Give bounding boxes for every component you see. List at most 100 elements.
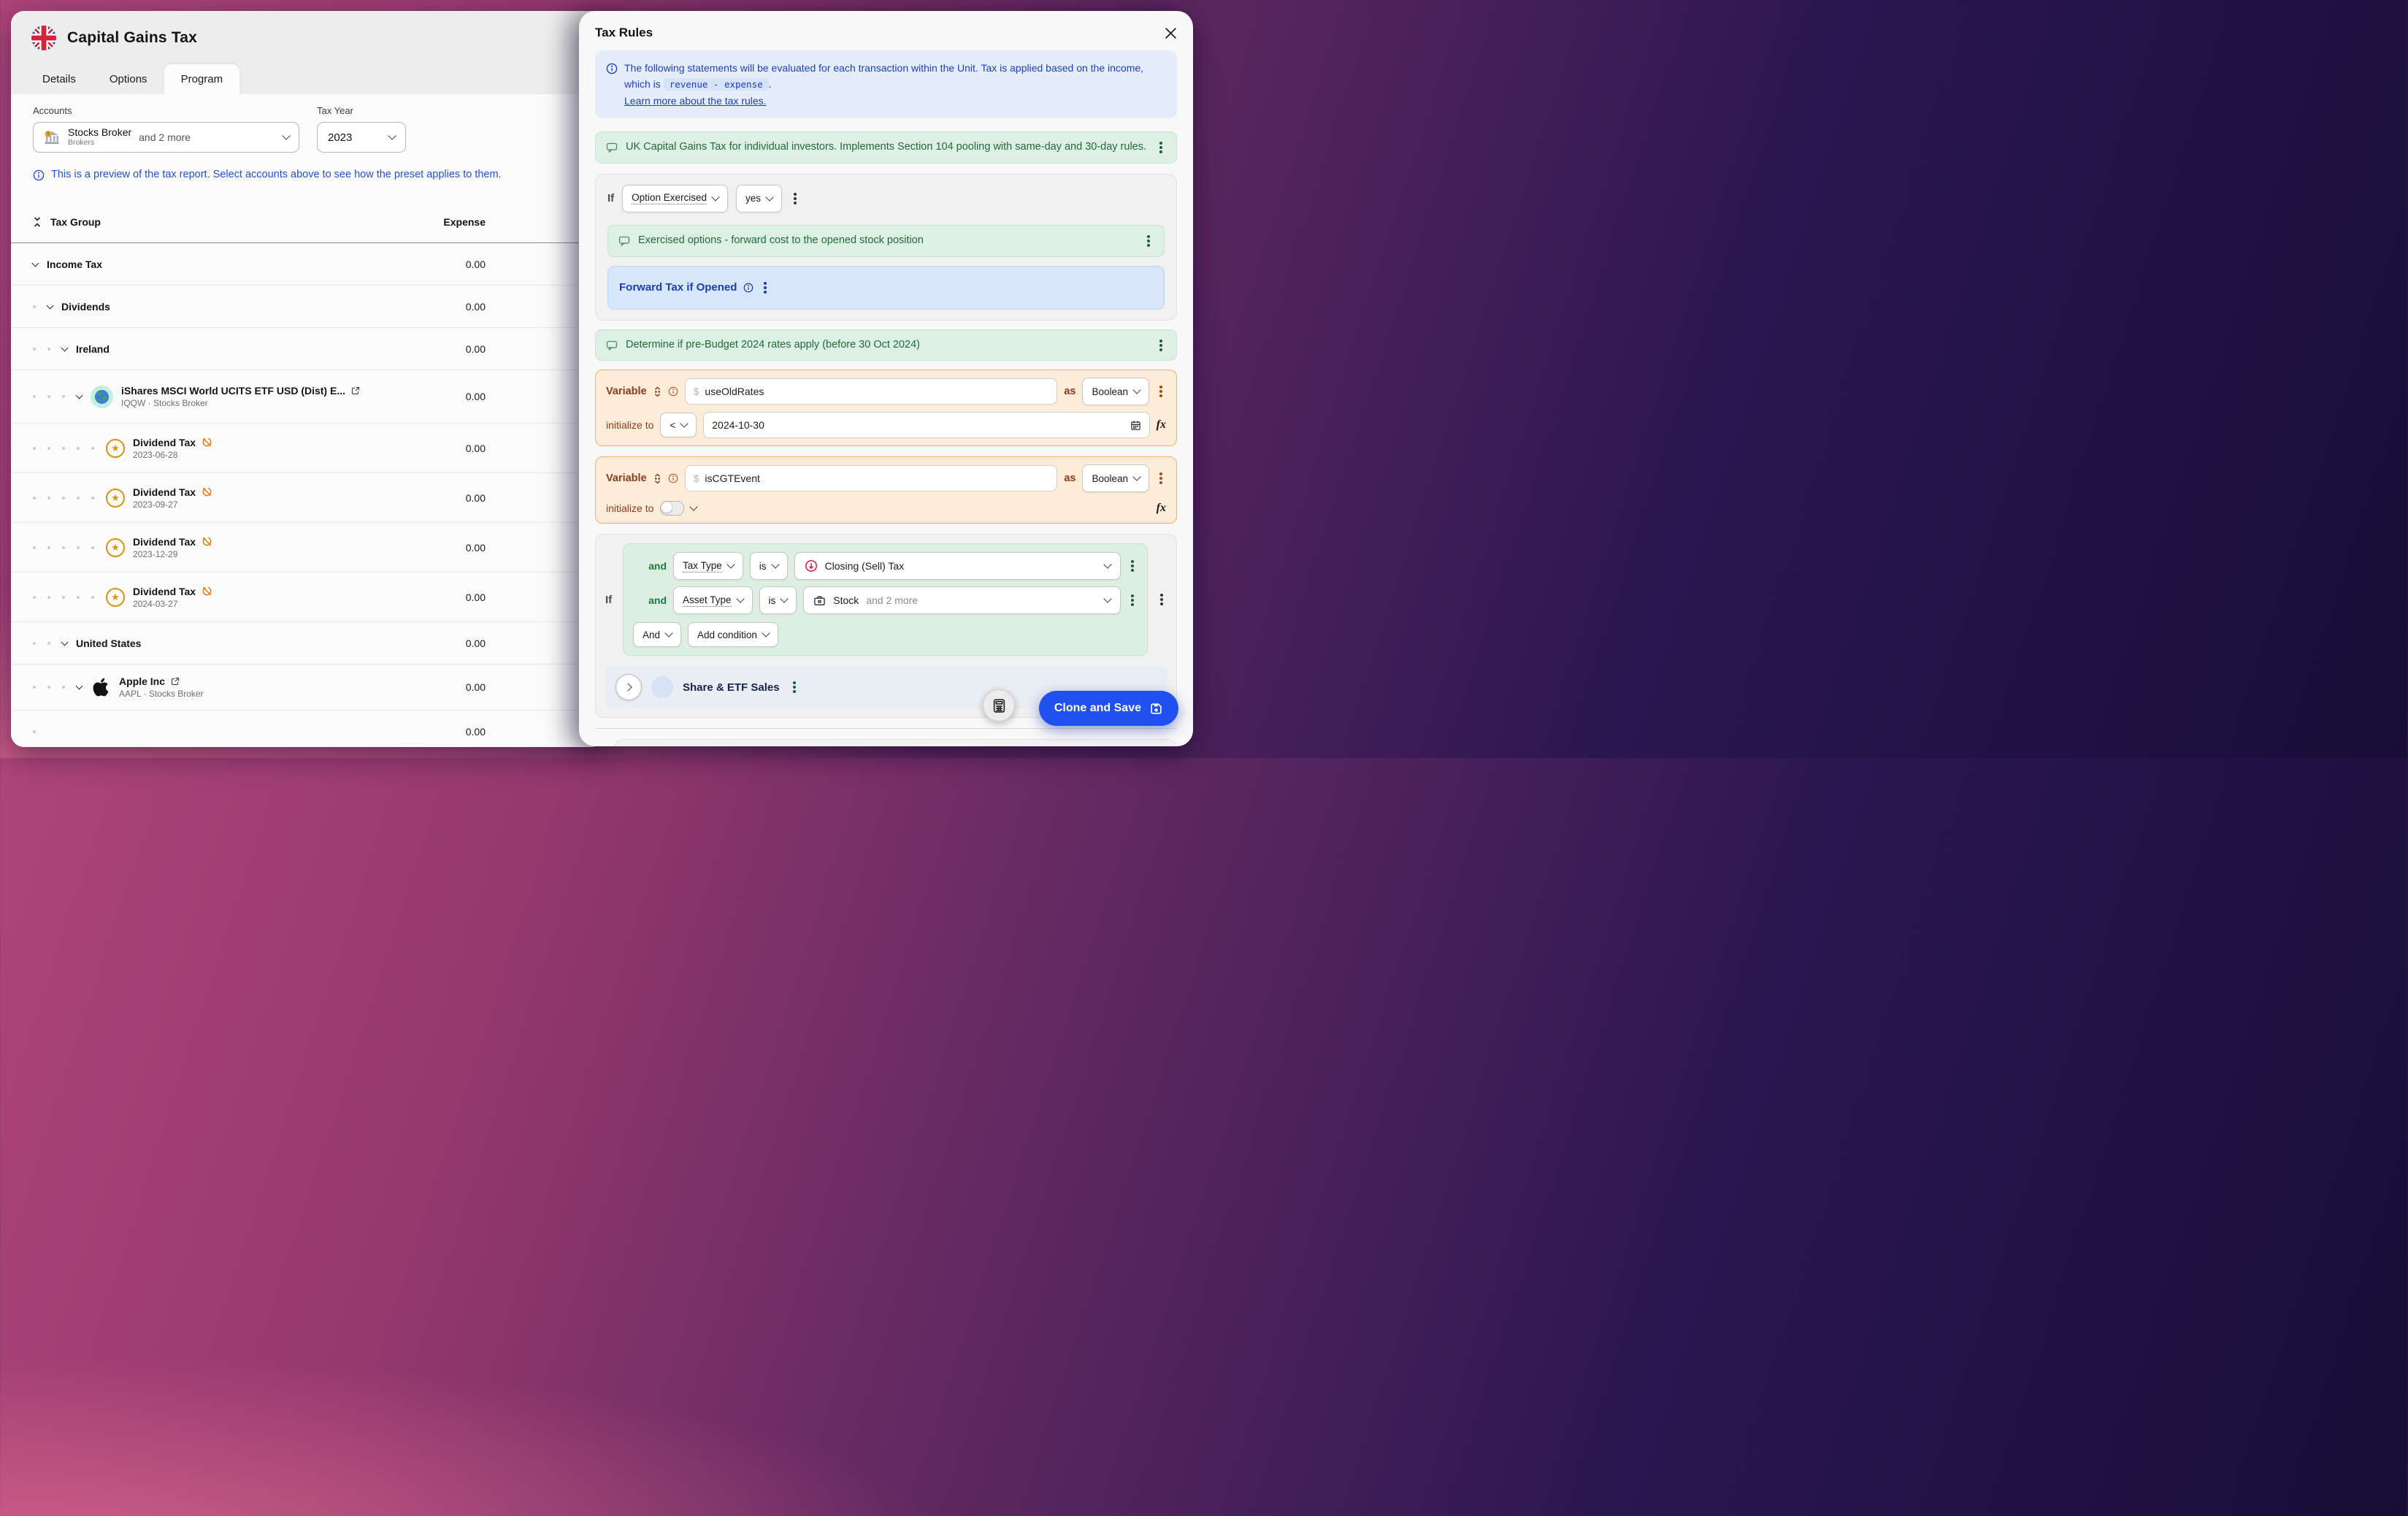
variable-name-input[interactable]: $ isCGTEvent: [684, 465, 1058, 492]
tab-bar: Details Options Program: [11, 62, 604, 94]
comment-icon: [618, 235, 630, 247]
page-title: Capital Gains Tax: [67, 29, 198, 46]
collapse-all-icon[interactable]: [33, 216, 42, 228]
if-label: If: [607, 192, 615, 205]
variable-block-useoldrates: Variable $ useOldRates as Boolean: [595, 370, 1177, 447]
column-tax-group[interactable]: Tax Group: [50, 216, 101, 228]
unlink-icon: [202, 586, 212, 597]
chevron-down-icon[interactable]: [31, 259, 39, 267]
chevron-down-icon: [664, 629, 673, 638]
add-condition-button[interactable]: Add condition: [688, 622, 778, 648]
external-link-icon[interactable]: [351, 386, 360, 395]
table-row-apple[interactable]: Apple Inc AAPL · Stocks Broker 0.00: [11, 665, 604, 711]
table-row-partial[interactable]: 0.00: [11, 711, 604, 747]
expense-value: 0.00: [465, 726, 486, 738]
expense-value: 0.00: [465, 258, 486, 270]
chevron-down-icon: [735, 594, 745, 604]
chevron-down-icon: [780, 594, 789, 604]
table-row-dividend-tax[interactable]: ★ Dividend Tax 2023-12-29 0.00: [11, 523, 604, 573]
is-select[interactable]: is: [749, 552, 788, 581]
calendar-icon[interactable]: [1130, 420, 1141, 431]
chevron-down-icon[interactable]: [61, 638, 69, 646]
table-row-income-tax[interactable]: Income Tax 0.00: [11, 243, 604, 286]
tab-options[interactable]: Options: [109, 73, 147, 85]
chevron-down-icon: [388, 131, 396, 140]
divider: [595, 728, 1177, 730]
option-exercised-select[interactable]: Option Exercised: [622, 184, 728, 213]
kebab-menu-icon[interactable]: [1131, 564, 1134, 568]
calculator-button[interactable]: [983, 689, 1015, 721]
capital-gains-tax-card: Capital Gains Tax Details Options Progra…: [11, 11, 604, 747]
chevron-down-icon[interactable]: [75, 682, 83, 690]
variable-name-input[interactable]: $ useOldRates: [684, 378, 1058, 405]
expand-icon[interactable]: [616, 674, 642, 701]
chevron-down-icon[interactable]: [689, 502, 699, 512]
expense-value: 0.00: [465, 491, 486, 504]
expense-value: 0.00: [465, 541, 486, 554]
move-handle-icon[interactable]: [653, 473, 662, 484]
tab-details[interactable]: Details: [42, 73, 76, 85]
chevron-down-icon: [726, 560, 735, 570]
external-link-icon[interactable]: [171, 677, 180, 686]
kebab-menu-icon[interactable]: [1159, 146, 1162, 150]
is-select[interactable]: is: [759, 586, 797, 615]
formula-icon[interactable]: fx: [1156, 502, 1166, 515]
date-input[interactable]: 2024-10-30: [703, 412, 1150, 439]
accounts-select[interactable]: $ Stocks Broker Brokers and 2 more: [33, 122, 299, 153]
kebab-menu-icon[interactable]: [1160, 598, 1163, 602]
clone-and-save-button[interactable]: Clone and Save: [1038, 691, 1178, 726]
chevron-down-icon[interactable]: [46, 302, 54, 309]
comment-pre-budget: Determine if pre-Budget 2024 rates apply…: [595, 329, 1177, 361]
kebab-menu-icon[interactable]: [1131, 599, 1134, 602]
info-icon: [33, 169, 45, 181]
asset-type-select[interactable]: Asset Type: [673, 586, 753, 615]
info-icon: [743, 283, 754, 293]
type-select[interactable]: Boolean: [1082, 378, 1149, 406]
if-conditions-block-partial: and Tax Type is Closing (Sell) Tax: [614, 739, 1177, 746]
tax-type-select[interactable]: Tax Type: [673, 552, 743, 581]
expense-value: 0.00: [465, 391, 486, 402]
operator-select[interactable]: <: [660, 413, 697, 438]
kebab-menu-icon[interactable]: [1159, 343, 1162, 347]
table-row-dividend-tax[interactable]: ★ Dividend Tax 2023-06-28 0.00: [11, 424, 604, 473]
chevron-down-icon[interactable]: [61, 344, 69, 351]
kebab-menu-icon[interactable]: [794, 196, 797, 200]
kebab-menu-icon[interactable]: [792, 686, 796, 689]
kebab-menu-icon[interactable]: [1159, 477, 1162, 481]
chevron-down-icon[interactable]: [75, 391, 83, 399]
column-expense[interactable]: Expense: [443, 216, 486, 228]
yes-select[interactable]: yes: [735, 184, 782, 213]
boolean-toggle[interactable]: [660, 501, 685, 516]
forward-tax-action: Forward Tax if Opened: [607, 265, 1165, 310]
kebab-menu-icon[interactable]: [1147, 239, 1150, 242]
and-or-select[interactable]: And: [633, 622, 682, 648]
formula-icon[interactable]: fx: [1156, 418, 1166, 432]
type-select[interactable]: Boolean: [1082, 464, 1149, 493]
chevron-down-icon: [770, 560, 780, 570]
learn-more-link[interactable]: Learn more about the tax rules.: [624, 94, 767, 107]
move-handle-icon[interactable]: [653, 386, 662, 397]
kebab-menu-icon[interactable]: [764, 286, 767, 289]
table-row-dividend-tax[interactable]: ★ Dividend Tax 2024-03-27 0.00: [11, 573, 604, 622]
info-icon: [668, 473, 678, 483]
chevron-down-icon: [1132, 472, 1141, 482]
chevron-down-icon: [762, 629, 770, 638]
panel-title: Tax Rules: [595, 26, 653, 39]
table-row-ireland[interactable]: Ireland 0.00: [11, 328, 604, 370]
variable-block-iscgtevent: Variable $ isCGTEvent as Boolean: [595, 456, 1177, 524]
chevron-down-icon: [282, 131, 291, 140]
closing-sell-tax-select[interactable]: Closing (Sell) Tax: [794, 552, 1121, 581]
kebab-menu-icon[interactable]: [1159, 390, 1162, 394]
tax-year-select[interactable]: 2023: [317, 122, 406, 153]
table-row-dividend-tax[interactable]: ★ Dividend Tax 2023-09-27 0.00: [11, 473, 604, 523]
table-row-dividends[interactable]: Dividends 0.00: [11, 286, 604, 328]
account-subtitle: Brokers: [68, 138, 95, 148]
accounts-field: Accounts $ Stocks Broker: [33, 105, 299, 153]
asset-stock-select[interactable]: Stock and 2 more: [803, 586, 1121, 615]
comment-icon: [606, 142, 618, 153]
table-row-united-states[interactable]: United States 0.00: [11, 622, 604, 665]
table-row-ishares[interactable]: iShares MSCI World UCITS ETF USD (Dist) …: [11, 370, 604, 424]
accounts-label: Accounts: [33, 105, 72, 116]
close-icon[interactable]: [1165, 27, 1177, 39]
tab-program[interactable]: Program: [164, 64, 240, 94]
